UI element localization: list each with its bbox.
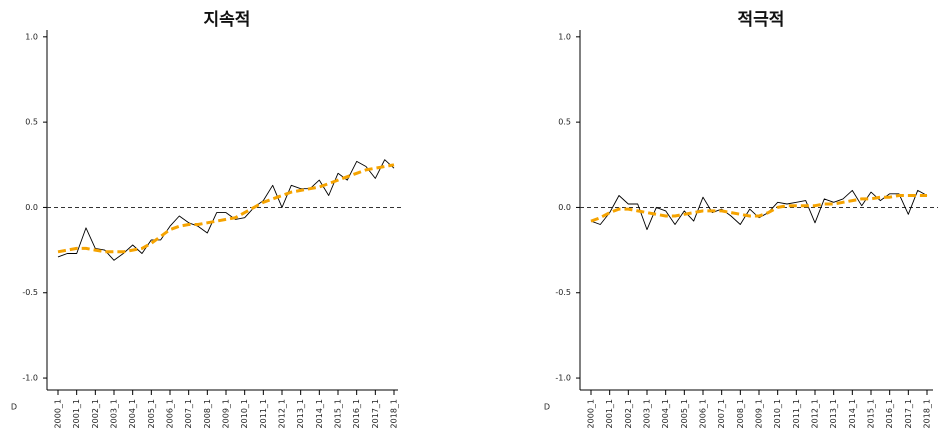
chart-title: 지속적 bbox=[204, 10, 251, 30]
y-tick-label: 0.5 bbox=[558, 118, 571, 127]
x-tick-label: 2008_1 bbox=[203, 399, 212, 428]
y-tick-label: -1.0 bbox=[555, 374, 571, 383]
x-tick-label: 2018_1 bbox=[923, 399, 932, 428]
x-tick-label: 2010_1 bbox=[773, 399, 782, 428]
y-tick-label: -0.5 bbox=[22, 288, 38, 297]
x-tick-label: 2002_1 bbox=[624, 399, 633, 428]
x-tick-label: 2018_1 bbox=[390, 399, 399, 428]
x-tick-label: 2014_1 bbox=[848, 399, 857, 428]
x-tick-label: 2005_1 bbox=[147, 399, 156, 428]
x-tick-label: 2000_1 bbox=[54, 399, 63, 428]
x-tick-label: 2000_1 bbox=[587, 399, 596, 428]
y-tick-label: -1.0 bbox=[22, 374, 38, 383]
y-tick-label: 0.0 bbox=[558, 203, 571, 212]
x-tick-label: 2003_1 bbox=[110, 399, 119, 428]
x-tick-label: 2007_1 bbox=[717, 399, 726, 428]
x-tick-label: 2008_1 bbox=[736, 399, 745, 428]
y-tick-label: 0.0 bbox=[25, 203, 38, 212]
x-tick-label: 2016_1 bbox=[885, 399, 894, 428]
x-tick-label: 2002_1 bbox=[91, 399, 100, 428]
x-tick-label: 2006_1 bbox=[699, 399, 708, 428]
x-tick-label: 2004_1 bbox=[661, 399, 670, 428]
data-line bbox=[57, 159, 395, 261]
x-tick-label: 2011_1 bbox=[792, 399, 801, 428]
data-line bbox=[590, 189, 928, 231]
x-tick-label: 2014_1 bbox=[315, 399, 324, 428]
y-tick-label: -0.5 bbox=[555, 288, 571, 297]
y-tick-label: 1.0 bbox=[25, 32, 38, 41]
x-tick-label: 2013_1 bbox=[829, 399, 838, 428]
x-axis-label: D bbox=[544, 403, 550, 412]
x-tick-label: 2001_1 bbox=[605, 399, 614, 428]
x-tick-label: 2003_1 bbox=[643, 399, 652, 428]
x-tick-label: 2012_1 bbox=[811, 399, 820, 428]
x-axis-label: D bbox=[11, 403, 17, 412]
x-tick-label: 2013_1 bbox=[296, 399, 305, 428]
x-tick-label: 2015_1 bbox=[334, 399, 343, 428]
x-tick-label: 2015_1 bbox=[867, 399, 876, 428]
x-tick-label: 2017_1 bbox=[371, 399, 380, 428]
x-tick-label: 2006_1 bbox=[166, 399, 175, 428]
y-tick-label: 1.0 bbox=[558, 32, 571, 41]
x-tick-label: 2009_1 bbox=[755, 399, 764, 428]
x-tick-label: 2004_1 bbox=[128, 399, 137, 428]
x-tick-label: 2010_1 bbox=[240, 399, 249, 428]
trend-line bbox=[590, 194, 927, 223]
x-tick-label: 2011_1 bbox=[259, 399, 268, 428]
x-tick-label: 2016_1 bbox=[352, 399, 361, 428]
chart-title: 적극적 bbox=[738, 10, 785, 30]
trend-line bbox=[57, 163, 395, 254]
y-tick-label: 0.5 bbox=[25, 118, 38, 127]
x-tick-label: 2017_1 bbox=[904, 399, 913, 428]
x-tick-label: 2009_1 bbox=[222, 399, 231, 428]
x-tick-label: 2007_1 bbox=[184, 399, 193, 428]
x-tick-label: 2001_1 bbox=[72, 399, 81, 428]
x-tick-label: 2012_1 bbox=[278, 399, 287, 428]
x-tick-label: 2005_1 bbox=[680, 399, 689, 428]
